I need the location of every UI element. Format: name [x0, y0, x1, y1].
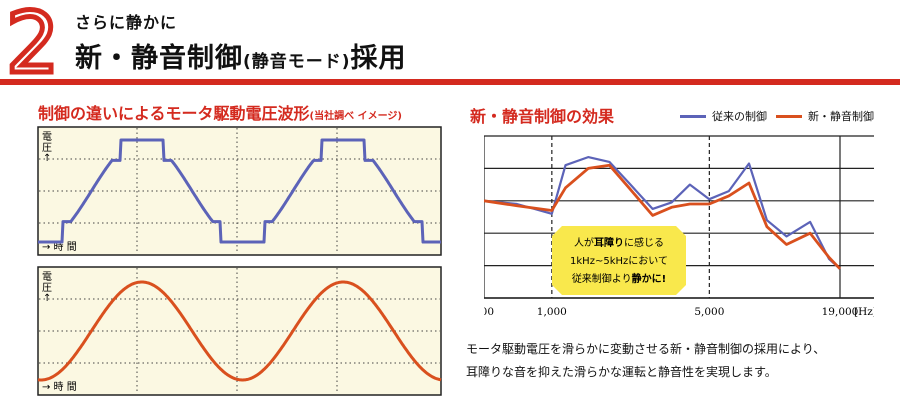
section-number-2: 2: [4, 0, 60, 78]
legend-item-new: 新・静音制御: [776, 108, 874, 124]
legend-swatch-new: [776, 114, 802, 118]
legend-item-conventional: 従来の制御: [680, 108, 767, 124]
description-line-2: 耳障りな音を抑えた滑らかな運転と静音性を実現します。: [466, 365, 777, 379]
header-title-paren: (静音モード): [243, 52, 351, 72]
y-label-2: 圧: [42, 143, 52, 154]
x-tick-label-1: 1,000: [537, 306, 567, 318]
y-label-1: 電: [42, 131, 52, 143]
x-tick-label-2: 5,000: [694, 306, 724, 318]
panel-frame: [37, 266, 442, 396]
series-new-line: [484, 163, 842, 270]
x-unit-label: [Hz]: [854, 306, 874, 318]
panel-grid: [39, 268, 440, 394]
header-subtitle: さらに静かに: [75, 13, 178, 32]
waveform-title: 制御の違いによるモータ駆動電圧波形(当社調べ イメージ): [38, 100, 402, 124]
conventional-waveform-chart: 電 圧 ↑ → 時 間: [37, 126, 442, 256]
header-title-end: 採用: [350, 43, 407, 74]
series-conventional-line: [37, 138, 442, 244]
new-waveform-chart: 電 圧 ↑ → 時 間: [37, 266, 442, 396]
callout-line-3: 従来制御より静かに!: [572, 272, 666, 285]
header-title: 新・静音制御(静音モード)採用: [75, 36, 407, 75]
y-label-1: 電: [42, 271, 52, 283]
legend-swatch-conventional: [680, 114, 706, 118]
y-label-2: 圧: [42, 283, 52, 294]
description-line-1: モータ駆動電圧を滑らかに変動させる新・静音制御の採用により、: [466, 342, 826, 356]
y-arrow: ↑: [43, 153, 51, 164]
legend-label-new: 新・静音制御: [808, 110, 874, 123]
y-arrow: ↑: [43, 293, 51, 304]
legend-label-conventional: 従来の制御: [712, 110, 767, 123]
waveform-title-note: (当社調べ イメージ): [309, 111, 402, 122]
x-label: → 時 間: [42, 381, 77, 393]
waveform-title-text: 制御の違いによるモータ駆動電圧波形: [38, 104, 310, 123]
callout-badge: 人が耳障りに感じる 1kHz~5kHzにおいて 従来制御より静かに!: [552, 226, 686, 295]
callout-line-2: 1kHz~5kHzにおいて: [570, 255, 668, 267]
panel-frame: [37, 126, 442, 256]
callout-line-1: 人が耳障りに感じる: [574, 236, 664, 249]
series-new-line: [37, 280, 442, 382]
effect-line-chart: 500 1,000 5,000 19,000[Hz] 人が耳障りに感じる 1kHz~5…: [484, 135, 874, 318]
series-conventional-line: [484, 156, 841, 270]
effect-title: 新・静音制御の効果: [470, 107, 615, 126]
header-title-main: 新・静音制御: [75, 43, 243, 74]
x-tick-label-0: 500: [484, 306, 494, 318]
x-axis: 500 1,000 5,000 19,000[Hz]: [484, 306, 874, 318]
section-number-text: 2: [6, 0, 59, 78]
callout-badge-shape: [552, 226, 686, 295]
x-tick-label-3: 19,000: [822, 306, 859, 318]
x-label: → 時 間: [42, 241, 77, 253]
header-rule: [0, 79, 900, 85]
